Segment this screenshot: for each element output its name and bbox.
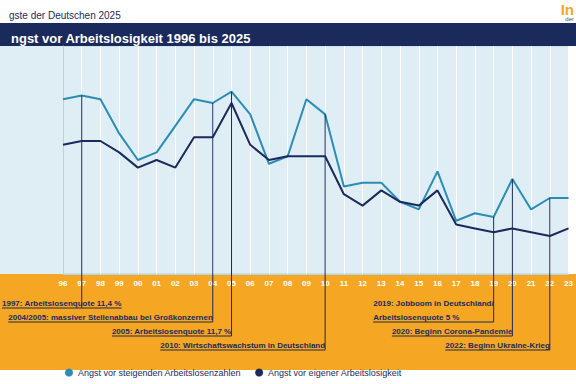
svg-text:08: 08 [283,279,292,288]
svg-text:97: 97 [77,278,87,288]
svg-text:05: 05 [227,278,236,288]
svg-text:gste der Deutschen 2025: gste der Deutschen 2025 [9,10,121,21]
svg-text:14: 14 [396,279,405,288]
svg-text:13: 13 [377,279,386,288]
svg-text:00: 00 [133,279,142,288]
svg-text:In: In [560,1,574,18]
svg-text:2020: Beginn Corona-Pandemie: 2020: Beginn Corona-Pandemie [392,327,513,336]
svg-text:21: 21 [527,279,536,288]
svg-text:1997: Arbeitslosenquote 11,4 %: 1997: Arbeitslosenquote 11,4 % [2,299,121,308]
svg-text:ngst vor Arbeitslosigkeit 1996: ngst vor Arbeitslosigkeit 1996 bis 2025 [11,31,250,46]
svg-text:10: 10 [320,278,330,288]
svg-text:Angst vor steigenden Arbeitslo: Angst vor steigenden Arbeitslosenzahlen [78,368,241,378]
svg-text:2022: Beginn Ukraine-Krieg: 2022: Beginn Ukraine-Krieg [445,341,550,350]
svg-text:98: 98 [96,279,105,288]
svg-text:99: 99 [115,279,124,288]
svg-text:2019: Jobboom in Deutschland/: 2019: Jobboom in Deutschland/ [373,299,494,308]
svg-text:96: 96 [59,279,68,288]
svg-text:der: der [565,16,574,22]
svg-text:20: 20 [507,278,517,288]
svg-text:22: 22 [545,278,555,288]
svg-text:18: 18 [470,279,479,288]
svg-text:06: 06 [246,279,255,288]
svg-text:Arbeitslosenquote 5 %: Arbeitslosenquote 5 % [373,313,459,322]
svg-text:2004/2005: massiver Stellenabb: 2004/2005: massiver Stellenabbau bei Gro… [8,313,213,322]
svg-text:16: 16 [433,279,442,288]
svg-text:11: 11 [340,279,349,288]
svg-text:2010: Wirtschaftswachstum in D: 2010: Wirtschaftswachstum in Deutschland [160,341,325,350]
svg-text:01: 01 [152,279,161,288]
svg-text:19: 19 [489,278,499,288]
svg-text:03: 03 [190,279,199,288]
svg-text:07: 07 [265,279,274,288]
svg-text:12: 12 [358,279,367,288]
svg-text:Angst vor eigener Arbeitslosig: Angst vor eigener Arbeitslosigkeit [268,368,402,378]
svg-text:2005: Arbeitslosenquote 11,7 %: 2005: Arbeitslosenquote 11,7 % [112,327,231,336]
svg-text:23: 23 [564,279,573,288]
svg-text:02: 02 [171,279,180,288]
svg-text:17: 17 [452,279,461,288]
svg-text:15: 15 [414,279,423,288]
svg-text:09: 09 [302,279,311,288]
svg-text:04: 04 [208,278,218,288]
